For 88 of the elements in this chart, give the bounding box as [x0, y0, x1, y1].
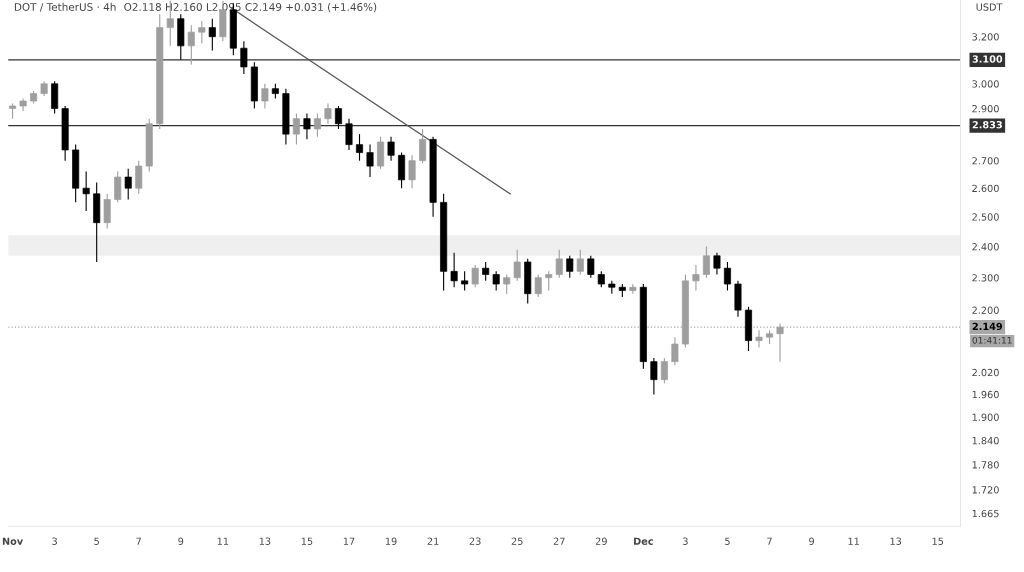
- candlestick: [124, 168, 132, 201]
- candlestick: [292, 113, 300, 146]
- x-tick-label: 11: [217, 537, 229, 545]
- candlestick: [576, 249, 584, 276]
- candlestick: [461, 270, 469, 292]
- x-tick-label: 3: [683, 537, 688, 545]
- x-tick-label: 29: [595, 537, 607, 545]
- y-tick-label: 1.840: [972, 436, 999, 445]
- candlestick: [566, 255, 574, 279]
- y-tick-label: 1.665: [972, 509, 999, 518]
- text: 01:41:11: [972, 336, 1012, 344]
- candlestick: [650, 357, 658, 395]
- candlestick: [482, 261, 490, 282]
- candlestick: [419, 128, 427, 164]
- candlestick: [334, 105, 342, 130]
- candlestick: [545, 270, 553, 292]
- ref-line-label: 2.833: [972, 121, 1002, 129]
- candlestick: [713, 252, 721, 276]
- y-tick-label: 2.400: [972, 243, 999, 251]
- chart-title: DOT / TetherUS · 4h: [14, 2, 116, 12]
- y-tick-label: 2.600: [972, 184, 999, 193]
- candlestick: [555, 249, 563, 279]
- x-tick-label: 23: [469, 537, 481, 545]
- candlestick: [187, 24, 195, 66]
- candlestick: [503, 273, 511, 295]
- candlestick: [513, 249, 521, 282]
- y-tick-label: 2.020: [972, 368, 999, 377]
- y-axis-title: USDT: [976, 3, 1003, 11]
- candlestick: [408, 154, 416, 189]
- candlestick: [261, 83, 269, 110]
- x-tick-label: 5: [725, 537, 730, 545]
- ref-line-label: 2.149: [972, 322, 1003, 331]
- candlestick: [587, 255, 595, 279]
- x-tick-label: 9: [178, 537, 184, 545]
- candlestick: [208, 18, 216, 52]
- x-tick-label: 11: [848, 537, 859, 545]
- y-tick-label: 2.700: [972, 157, 999, 165]
- candlestick: [660, 357, 668, 384]
- x-tick-label: 25: [511, 537, 523, 545]
- x-tick-label: 7: [136, 537, 141, 545]
- y-tick-label: 2.300: [972, 274, 999, 282]
- x-tick-label: 5: [94, 537, 99, 545]
- x-tick-label: 7: [767, 537, 772, 545]
- x-tick-label: 21: [427, 537, 439, 545]
- candlestick: [671, 336, 679, 366]
- candlestick: [366, 144, 374, 178]
- y-tick-label: 1.960: [972, 390, 999, 399]
- y-tick-label: 1.720: [972, 486, 999, 494]
- x-tick-label: 15: [932, 537, 944, 545]
- candlestick: [755, 329, 763, 349]
- y-tick-label: 2.900: [972, 105, 999, 113]
- ref-line-label: 3.100: [972, 55, 1003, 63]
- y-tick-label: 1.900: [972, 413, 999, 421]
- candlestick: [82, 170, 90, 212]
- candlestick: [313, 113, 321, 138]
- x-tick-label: 9: [809, 537, 814, 545]
- x-tick-label: 19: [385, 537, 397, 545]
- candlestick: [492, 270, 500, 292]
- x-tick-label: 13: [890, 537, 902, 545]
- candlestick: [103, 193, 111, 230]
- x-tick-label: 17: [343, 537, 355, 545]
- x-tick-label: 3: [52, 537, 57, 545]
- candlestick: [450, 252, 458, 288]
- candlestick: [356, 133, 364, 162]
- candlestick: [387, 136, 395, 162]
- y-tick-label: 1.780: [972, 461, 999, 469]
- y-tick-label: 3.000: [972, 80, 999, 88]
- x-tick-label: 15: [301, 537, 313, 545]
- y-tick-label: 2.200: [972, 306, 999, 314]
- candlestick: [303, 113, 311, 140]
- candlestick: [240, 40, 248, 75]
- candlestick: [723, 261, 731, 292]
- x-tick-label: 27: [553, 537, 565, 545]
- candlestick: [629, 283, 637, 295]
- candlestick: [692, 264, 700, 292]
- candlestick: [534, 273, 542, 298]
- x-tick-label: Nov: [2, 537, 24, 545]
- candlestick: [324, 102, 332, 125]
- y-tick-label: 2.500: [972, 213, 999, 221]
- y-tick-label: 3.200: [972, 33, 999, 41]
- x-tick-label: Dec: [634, 537, 653, 545]
- candlestick: [345, 118, 353, 151]
- candlestick: [114, 170, 122, 203]
- candlestick: [702, 246, 710, 279]
- candlestick: [471, 264, 479, 288]
- x-tick-label: 13: [259, 537, 271, 545]
- candlestick: [198, 20, 206, 45]
- candlestick: [135, 160, 143, 195]
